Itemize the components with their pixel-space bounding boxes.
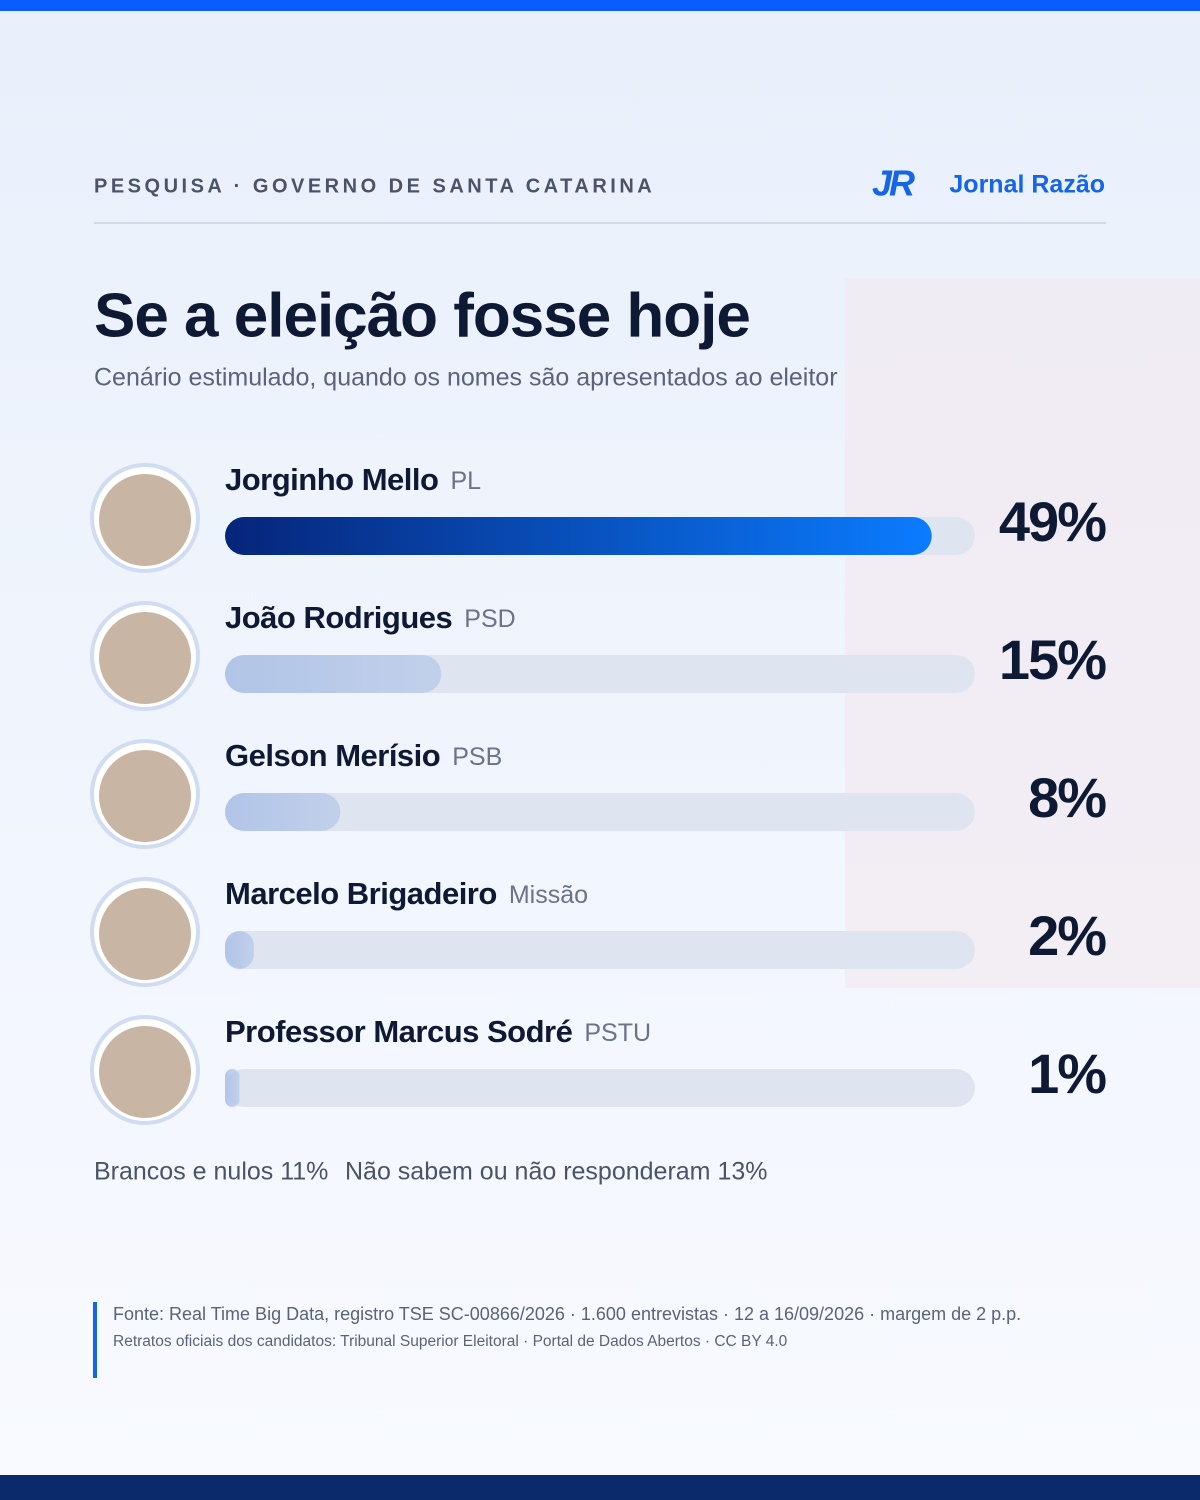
flag-decoration [845,278,1200,988]
bars: Jorginho Mello PL 49% João Rodrigues PSD 15% G… [90,462,1108,1125]
value-label: 2% [1028,904,1106,967]
party: PSD [464,605,515,633]
candidate-label: Marcelo Brigadeiro Missão [225,876,588,911]
bar [225,655,442,693]
bar-track [225,1069,975,1107]
photo-face [99,1026,191,1118]
source-rule [93,1302,97,1378]
candidate-label: Professor Marcus Sodré PSTU [225,1014,651,1049]
bar [225,1069,240,1107]
bar-track [225,931,975,969]
photo-face [99,612,191,704]
candidate-label: Gelson Merísio PSB [225,738,502,773]
candidate-label: Jorginho Mello PL [225,462,481,497]
party: PL [450,467,481,495]
party: Missão [509,881,588,909]
chart-title: Se a eleição fosse hoje [94,281,750,350]
note: Brancos e nulos 11% [94,1158,328,1186]
kicker: PESQUISA · GOVERNO DE SANTA CATARINA [94,175,655,197]
candidate-name: Marcelo Brigadeiro [225,876,497,911]
value-label: 8% [1028,766,1106,829]
bar [225,793,341,831]
bottom-stripe [0,1475,1200,1500]
candidate-name: João Rodrigues [225,600,452,635]
party: PSTU [584,1019,651,1047]
value-label: 15% [999,628,1106,691]
source: Fonte: Real Time Big Data, registro TSE … [113,1304,1021,1324]
photo-face [99,888,191,980]
brand: Jornal Razão [949,171,1105,199]
party: PSB [452,743,502,771]
candidate-label: João Rodrigues PSD [225,600,516,635]
top-stripe [0,0,1200,11]
credits: Retratos oficiais dos candidatos: Tribun… [113,1333,788,1350]
bar [225,517,932,555]
logo: JR [872,163,915,204]
value-label: 1% [1028,1042,1106,1105]
bar [225,931,254,969]
photo-face [99,474,191,566]
photo-face [99,750,191,842]
subtitle: Cenário estimulado, quando os nomes são … [94,364,838,392]
candidate-name: Gelson Merísio [225,738,440,773]
candidate-name: Jorginho Mello [225,462,438,497]
value-label: 49% [999,490,1106,553]
note: Não sabem ou não responderam 13% [345,1158,768,1186]
bar-track [225,793,975,831]
candidate-name: Professor Marcus Sodré [225,1014,573,1049]
